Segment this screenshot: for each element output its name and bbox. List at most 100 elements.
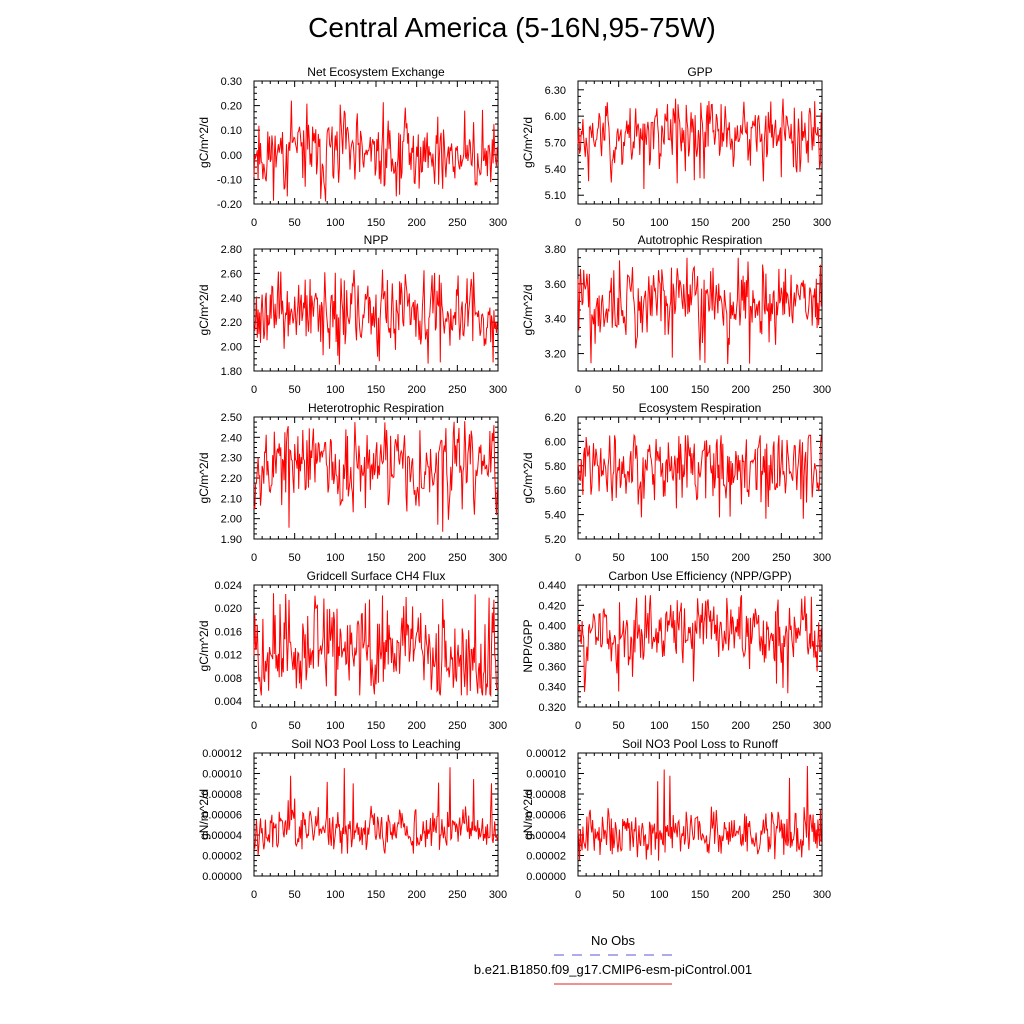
y-tick-label: 0.00010 (202, 769, 242, 781)
x-tick-label: 50 (613, 384, 625, 396)
x-tick-label: 150 (691, 217, 709, 229)
y-tick-label: 2.20 (221, 317, 242, 329)
y-tick-label: 0.00002 (526, 851, 566, 863)
y-tick-label: 0.00 (221, 150, 242, 162)
plot-frame (253, 752, 499, 877)
y-tick-label: 0.00008 (526, 789, 566, 801)
y-tick-label: 5.10 (545, 190, 566, 202)
x-tick-label: 200 (407, 720, 425, 732)
x-tick-label: 150 (367, 217, 385, 229)
x-tick-label: 300 (489, 552, 507, 564)
x-tick-label: 0 (575, 384, 581, 396)
y-tick-label: 0.00008 (202, 789, 242, 801)
y-tick-label: 5.40 (545, 164, 566, 176)
plot-title: Net Ecosystem Exchange (307, 65, 445, 79)
x-tick-label: 200 (731, 889, 749, 901)
x-tick-label: 200 (731, 720, 749, 732)
series-line (577, 433, 822, 519)
x-tick-label: 300 (489, 217, 507, 229)
series-line (253, 593, 498, 698)
y-tick-label: 2.40 (221, 293, 242, 305)
x-tick-label: 50 (613, 217, 625, 229)
series-line (577, 98, 822, 190)
legend-obs-label: No Obs (590, 933, 636, 948)
plot-title: NPP (364, 233, 389, 247)
plot-title: Gridcell Surface CH4 Flux (307, 569, 446, 583)
x-tick-label: 250 (772, 552, 790, 564)
series-line (253, 421, 498, 532)
x-tick-label: 300 (489, 720, 507, 732)
x-tick-label: 300 (813, 384, 831, 396)
y-tick-label: 3.40 (545, 314, 566, 326)
y-tick-label: 0.00006 (202, 810, 242, 822)
x-tick-label: 0 (251, 720, 257, 732)
y-tick-label: 2.50 (221, 412, 242, 424)
x-tick-label: 50 (289, 217, 301, 229)
x-tick-label: 50 (613, 552, 625, 564)
x-tick-label: 0 (251, 384, 257, 396)
plot-title: Autotrophic Respiration (638, 233, 763, 247)
x-tick-label: 300 (489, 384, 507, 396)
y-axis-label: gC/m^2/d (197, 621, 211, 672)
plot-title: Soil NO3 Pool Loss to Runoff (622, 737, 779, 751)
y-tick-label: 6.00 (545, 111, 566, 123)
y-tick-label: 2.80 (221, 244, 242, 256)
legend-run-label: b.e21.B1850.f09_g17.CMIP6-esm-piControl.… (473, 962, 753, 977)
y-tick-label: 0.00012 (202, 748, 242, 760)
y-tick-label: 2.60 (221, 268, 242, 280)
y-tick-label: 2.10 (221, 493, 242, 505)
x-tick-label: 150 (367, 552, 385, 564)
series-line (253, 767, 498, 856)
y-tick-label: 0.012 (214, 650, 242, 662)
x-tick-label: 50 (613, 720, 625, 732)
y-tick-label: 0.008 (214, 673, 242, 685)
y-axis-label: gC/m^2/d (197, 117, 211, 168)
y-tick-label: -0.10 (217, 174, 242, 186)
y-tick-label: 0.016 (214, 626, 242, 638)
y-tick-label: 0.00000 (526, 871, 566, 883)
x-tick-label: 100 (326, 552, 344, 564)
y-tick-label: 0.400 (538, 621, 566, 633)
y-tick-label: 2.20 (221, 473, 242, 485)
y-axis-label: NPP/GPP (521, 619, 535, 672)
plot-title: Soil NO3 Pool Loss to Leaching (291, 737, 460, 751)
x-tick-label: 200 (407, 552, 425, 564)
x-tick-label: 0 (251, 889, 257, 901)
y-tick-label: 0.440 (538, 580, 566, 592)
x-tick-label: 0 (251, 552, 257, 564)
x-tick-label: 100 (326, 384, 344, 396)
y-tick-label: -0.20 (217, 199, 242, 211)
y-axis-label: gC/m^2/d (197, 285, 211, 336)
x-tick-label: 150 (367, 889, 385, 901)
y-tick-label: 6.20 (545, 412, 566, 424)
x-tick-label: 300 (813, 552, 831, 564)
y-tick-label: 1.90 (221, 534, 242, 546)
y-axis-label: gN/m^2/d (197, 789, 211, 840)
series-line (577, 765, 822, 861)
y-tick-label: 0.00006 (526, 810, 566, 822)
x-tick-label: 300 (489, 889, 507, 901)
y-tick-label: 0.00004 (526, 830, 566, 842)
plot-title: Carbon Use Efficiency (NPP/GPP) (608, 569, 791, 583)
x-tick-label: 250 (448, 889, 466, 901)
y-tick-label: 0.10 (221, 125, 242, 137)
x-tick-label: 100 (650, 889, 668, 901)
plot-frame (577, 752, 823, 877)
y-tick-label: 2.30 (221, 453, 242, 465)
x-tick-label: 300 (813, 889, 831, 901)
y-tick-label: 0.420 (538, 600, 566, 612)
y-tick-label: 0.340 (538, 682, 566, 694)
y-tick-label: 5.20 (545, 534, 566, 546)
x-tick-label: 50 (289, 889, 301, 901)
y-tick-label: 2.00 (221, 342, 242, 354)
y-tick-label: 5.70 (545, 138, 566, 150)
x-tick-label: 0 (251, 217, 257, 229)
x-tick-label: 0 (575, 217, 581, 229)
x-tick-label: 250 (772, 720, 790, 732)
x-tick-label: 150 (691, 384, 709, 396)
series-line (253, 269, 498, 365)
y-tick-label: 6.30 (545, 85, 566, 97)
x-tick-label: 100 (326, 720, 344, 732)
plot-frame (577, 584, 823, 708)
series-line (253, 100, 498, 202)
